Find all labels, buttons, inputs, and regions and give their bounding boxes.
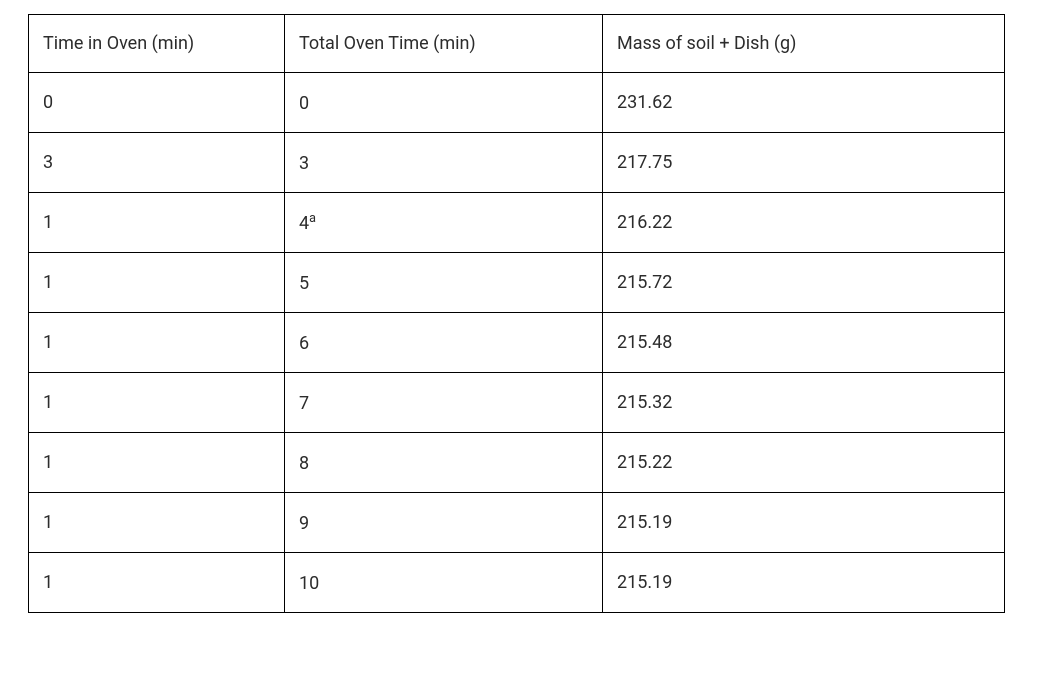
cell-mass: 215.32 (603, 373, 1005, 433)
cell-time-in-oven: 1 (29, 193, 285, 253)
cell-value: 10 (299, 573, 319, 594)
cell-value: 0 (299, 93, 309, 114)
cell-value: 5 (299, 273, 309, 294)
cell-time-in-oven: 1 (29, 253, 285, 313)
column-header: Mass of soil + Dish (g) (603, 15, 1005, 73)
cell-time-in-oven: 1 (29, 553, 285, 613)
cell-mass: 215.22 (603, 433, 1005, 493)
cell-total-oven-time: 6 (285, 313, 603, 373)
table-row: 3 3 217.75 (29, 133, 1005, 193)
cell-time-in-oven: 1 (29, 493, 285, 553)
table-row: 1 8 215.22 (29, 433, 1005, 493)
column-header: Total Oven Time (min) (285, 15, 603, 73)
cell-mass: 216.22 (603, 193, 1005, 253)
table-row: 1 5 215.72 (29, 253, 1005, 313)
table-row: 1 10 215.19 (29, 553, 1005, 613)
cell-value: 4 (299, 213, 309, 234)
table-row: 1 7 215.32 (29, 373, 1005, 433)
column-header: Time in Oven (min) (29, 15, 285, 73)
cell-superscript: a (309, 211, 316, 226)
data-table: Time in Oven (min) Total Oven Time (min)… (28, 14, 1005, 613)
cell-value: 8 (299, 453, 309, 474)
cell-total-oven-time: 0 (285, 73, 603, 133)
cell-value: 7 (299, 393, 309, 414)
cell-time-in-oven: 3 (29, 133, 285, 193)
cell-mass: 215.72 (603, 253, 1005, 313)
table-row: 0 0 231.62 (29, 73, 1005, 133)
cell-total-oven-time: 7 (285, 373, 603, 433)
table-header-row: Time in Oven (min) Total Oven Time (min)… (29, 15, 1005, 73)
cell-mass: 231.62 (603, 73, 1005, 133)
table-row: 1 6 215.48 (29, 313, 1005, 373)
cell-time-in-oven: 1 (29, 313, 285, 373)
cell-value: 6 (299, 333, 309, 354)
cell-total-oven-time: 10 (285, 553, 603, 613)
cell-mass: 215.19 (603, 553, 1005, 613)
cell-time-in-oven: 1 (29, 433, 285, 493)
cell-mass: 215.48 (603, 313, 1005, 373)
cell-total-oven-time: 3 (285, 133, 603, 193)
table-row: 1 9 215.19 (29, 493, 1005, 553)
cell-total-oven-time: 4a (285, 193, 603, 253)
cell-value: 9 (299, 513, 309, 534)
cell-time-in-oven: 1 (29, 373, 285, 433)
table-row: 1 4a 216.22 (29, 193, 1005, 253)
cell-mass: 217.75 (603, 133, 1005, 193)
cell-mass: 215.19 (603, 493, 1005, 553)
cell-total-oven-time: 5 (285, 253, 603, 313)
cell-time-in-oven: 0 (29, 73, 285, 133)
cell-value: 3 (299, 153, 309, 174)
cell-total-oven-time: 9 (285, 493, 603, 553)
cell-total-oven-time: 8 (285, 433, 603, 493)
